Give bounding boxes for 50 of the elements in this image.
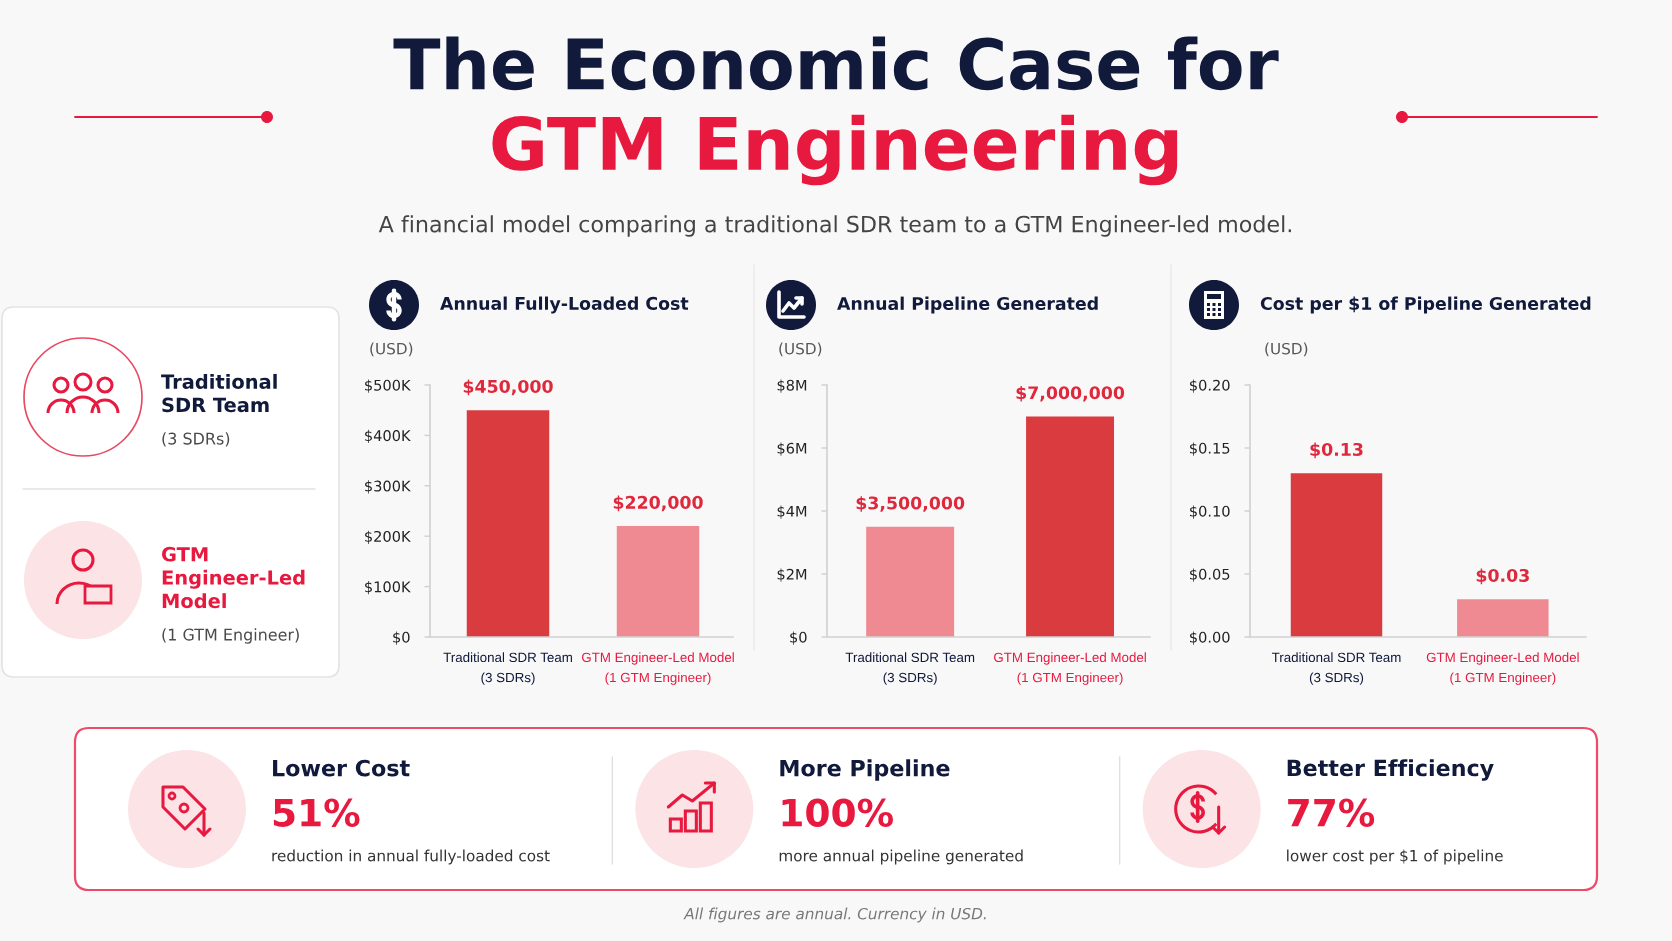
x-tick-label: Traditional SDR Team (3 SDRs) bbox=[845, 652, 975, 685]
data-label: $3,500,000 bbox=[856, 496, 965, 512]
x-tick-label: GTM Engineer-Led Model (1 GTM Engineer) bbox=[1426, 652, 1579, 685]
y-tick-label: $0.05 bbox=[1190, 568, 1230, 582]
y-tick-label: $0.20 bbox=[1190, 379, 1230, 393]
text: Traditional SDR Team bbox=[161, 373, 277, 413]
text: The Economic Case for GTM Engineering bbox=[393, 36, 1279, 186]
y-tick-label: $100K bbox=[365, 581, 411, 595]
data-label: $7,000,000 bbox=[1016, 385, 1125, 402]
y-axis-title: (USD) bbox=[779, 342, 822, 357]
y-tick-label: $300K bbox=[365, 480, 411, 494]
text: A financial model comparing a traditional SDR team to a GTM Engineer-led model. bbox=[378, 215, 1291, 237]
text: Lower Cost bbox=[273, 759, 410, 777]
y-tick-label: $200K bbox=[365, 530, 411, 544]
chart-title: Cost per $1 of Pipeline Generated bbox=[1260, 296, 1591, 314]
y-tick-label: $0.10 bbox=[1190, 505, 1230, 519]
data-label: $0.03 bbox=[1476, 568, 1529, 585]
x-tick-label: GTM Engineer-Led Model (1 GTM Engineer) bbox=[994, 652, 1146, 685]
chart-title: Annual Fully-Loaded Cost bbox=[440, 296, 689, 314]
text: More Pipeline bbox=[780, 759, 950, 781]
y-tick-label: $400K bbox=[365, 429, 411, 444]
text: 77% bbox=[1288, 798, 1375, 827]
data-label: $0.13 bbox=[1310, 442, 1363, 459]
text: reduction in annual fully-loaded cost bbox=[272, 849, 550, 865]
y-tick-label: $0 bbox=[790, 631, 807, 645]
data-label: $220,000 bbox=[613, 495, 703, 512]
text: (1 GTM Engineer) bbox=[162, 628, 299, 644]
text: more annual pipeline generated bbox=[779, 849, 1023, 865]
y-tick-label: $0.00 bbox=[1190, 631, 1230, 645]
text: Better Efficiency bbox=[1287, 759, 1494, 781]
y-tick-label: $6M bbox=[777, 442, 807, 456]
y-tick-label: $500K bbox=[365, 379, 411, 393]
x-tick-label: Traditional SDR Team (3 SDRs) bbox=[1271, 652, 1401, 685]
text: 51% bbox=[273, 798, 360, 827]
text: GTM Engineer-Led Model bbox=[161, 546, 305, 609]
x-tick-label: Traditional SDR Team (3 SDRs) bbox=[443, 652, 572, 685]
data-label: $450,000 bbox=[463, 379, 553, 396]
text: All figures are annual. Currency in USD. bbox=[683, 907, 986, 923]
text: (3 SDRs) bbox=[162, 432, 230, 447]
y-tick-label: $0 bbox=[393, 631, 410, 645]
text: lower cost per $1 of pipeline bbox=[1287, 849, 1503, 865]
text: 100% bbox=[782, 798, 893, 827]
x-tick-label: GTM Engineer-Led Model (1 GTM Engineer) bbox=[581, 652, 734, 685]
y-tick-label: $8M bbox=[777, 379, 807, 393]
y-tick-label: $2M bbox=[777, 568, 807, 582]
y-tick-label: $4M bbox=[777, 505, 807, 519]
y-tick-label: $0.15 bbox=[1190, 442, 1230, 456]
y-axis-title: (USD) bbox=[1265, 342, 1308, 357]
y-axis-title: (USD) bbox=[370, 342, 413, 357]
chart-title: Annual Pipeline Generated bbox=[837, 296, 1098, 314]
